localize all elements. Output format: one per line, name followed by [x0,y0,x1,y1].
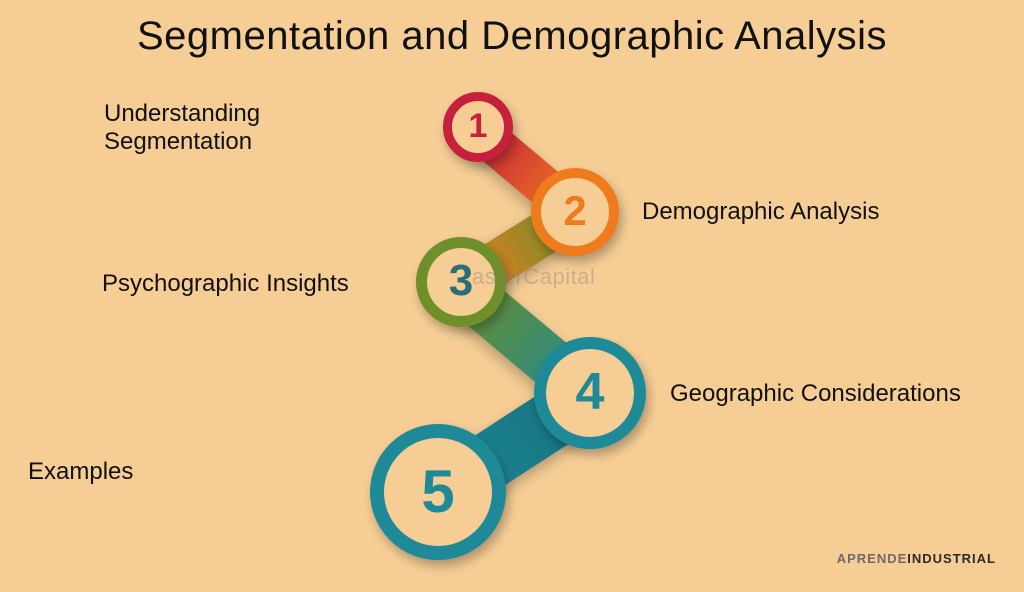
label-3: Psychographic Insights [102,270,349,298]
node-2: 2 [531,168,619,256]
brand-footer: APRENDEINDUSTRIAL [837,551,996,566]
page-title: Segmentation and Demographic Analysis [6,14,1018,59]
brand-word-2: INDUSTRIAL [907,551,996,566]
label-1: UnderstandingSegmentation [104,100,260,155]
node-5: 5 [370,424,506,560]
node-number-2: 2 [563,187,586,235]
node-number-4: 4 [576,362,605,422]
node-number-3: 3 [449,256,473,306]
label-5: Examples [28,458,133,486]
label-4: Geographic Considerations [670,380,961,408]
node-number-1: 1 [469,107,488,146]
infographic-canvas: { "title": "Segmentation and Demographic… [6,4,1018,582]
node-4: 4 [534,337,646,449]
node-number-5: 5 [421,457,454,526]
node-3: 3 [416,237,506,327]
node-1: 1 [443,92,513,162]
label-2: Demographic Analysis [642,198,879,226]
brand-word-1: APRENDE [837,551,908,566]
